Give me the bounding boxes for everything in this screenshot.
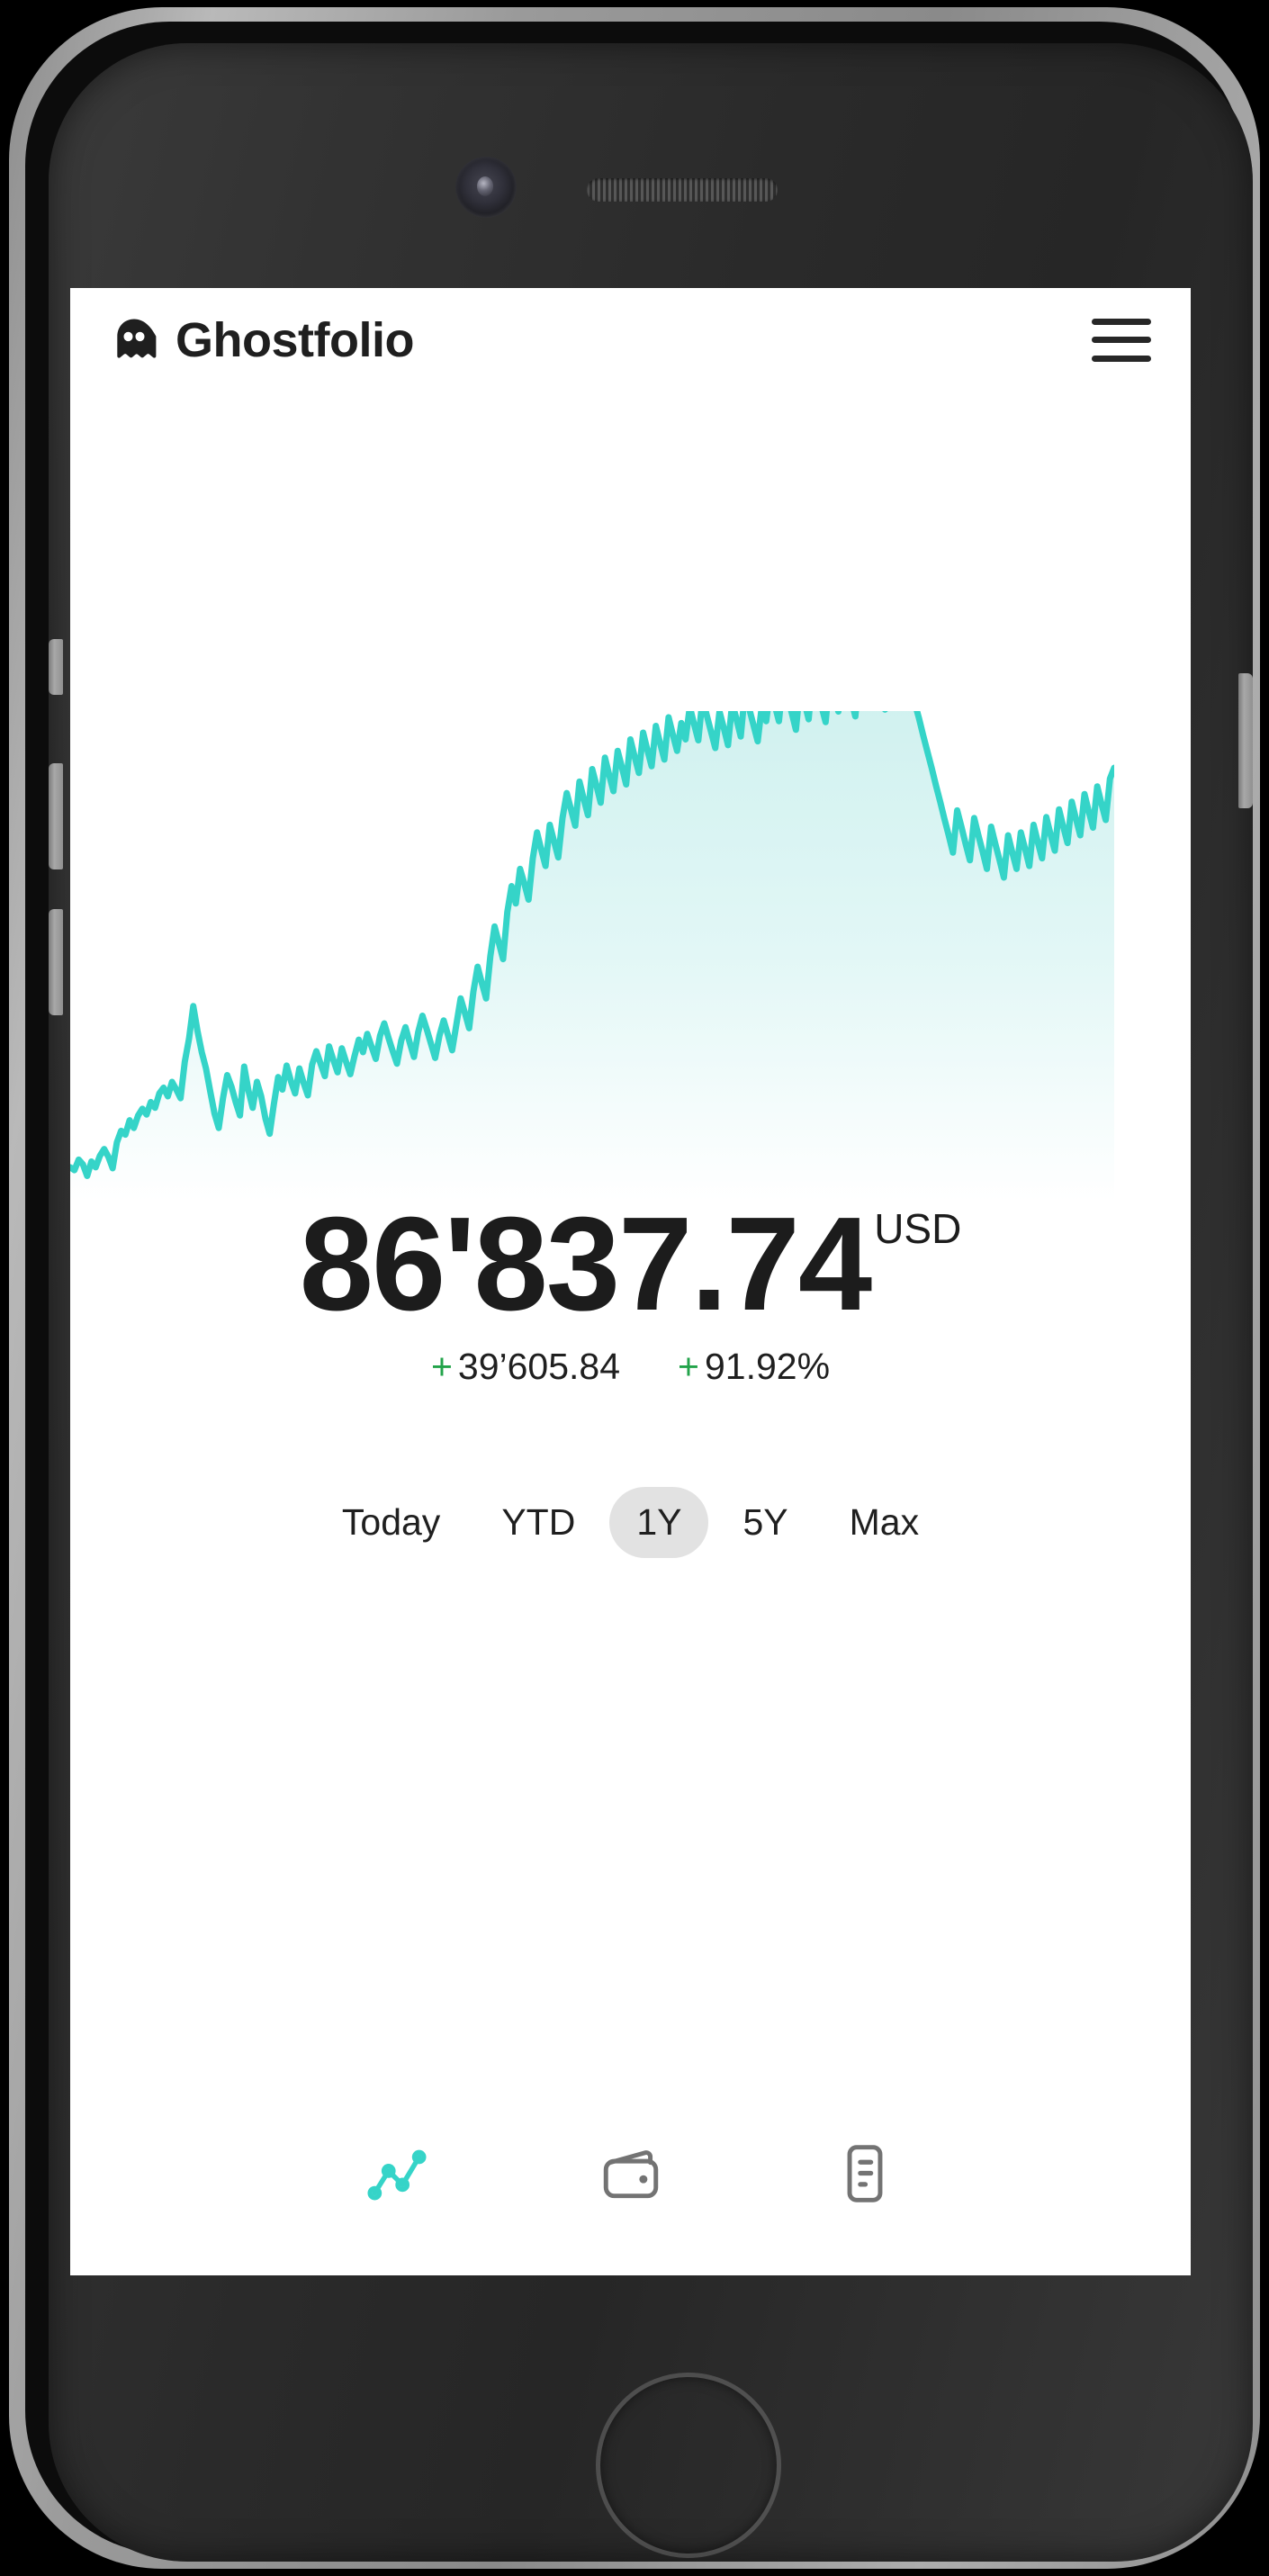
range-option-1y[interactable]: 1Y: [609, 1487, 709, 1559]
phone-screen: Ghostfolio: [70, 288, 1191, 2275]
brand-logo-link[interactable]: Ghostfolio: [111, 316, 414, 365]
nav-analysis-tab[interactable]: [347, 2124, 446, 2223]
range-option-5y[interactable]: 5Y: [716, 1487, 814, 1558]
volume-up-button[interactable]: [49, 763, 63, 869]
hamburger-menu-icon[interactable]: [1092, 318, 1151, 362]
front-camera-icon: [455, 157, 517, 218]
bottom-navigation: [70, 2099, 1191, 2275]
absolute-change-sign: +: [430, 1345, 453, 1387]
portfolio-value-amount: 86'837.74: [299, 1190, 872, 1338]
portfolio-performance-chart[interactable]: [70, 711, 1114, 1202]
ghost-icon: [111, 317, 158, 364]
home-button[interactable]: [596, 2373, 781, 2558]
range-option-ytd[interactable]: YTD: [474, 1487, 602, 1558]
portfolio-change-row: +39’605.84 +91.92%: [70, 1346, 1191, 1388]
app-header: Ghostfolio: [70, 288, 1191, 392]
absolute-change-value: 39’605.84: [457, 1345, 621, 1387]
chart-line: [70, 711, 1114, 1179]
nav-holdings-tab[interactable]: [581, 2124, 680, 2223]
power-button[interactable]: [1238, 673, 1253, 808]
date-range-selector: Today YTD 1Y 5Y Max: [70, 1487, 1191, 1559]
portfolio-value-line: 86'837.74 USD: [299, 1190, 962, 1338]
volume-down-button[interactable]: [49, 909, 63, 1015]
nav-summary-tab[interactable]: [815, 2124, 914, 2223]
hamburger-line-3: [1092, 355, 1151, 362]
portfolio-value-block: 86'837.74 USD +39’605.84 +91.92%: [70, 1190, 1191, 1388]
brand-name: Ghostfolio: [176, 312, 414, 367]
wallet-icon: [598, 2140, 664, 2207]
range-option-max[interactable]: Max: [823, 1487, 946, 1558]
range-option-today[interactable]: Today: [315, 1487, 467, 1558]
hamburger-line-1: [1092, 318, 1151, 325]
absolute-change: +39’605.84: [431, 1346, 620, 1388]
earpiece-speaker: [587, 178, 778, 202]
line-chart-icon: [364, 2140, 430, 2207]
document-icon: [832, 2140, 898, 2207]
percent-change-value: 91.92%: [704, 1345, 831, 1387]
portfolio-value-currency: USD: [874, 1205, 962, 1252]
hamburger-line-2: [1092, 337, 1151, 343]
silence-switch-button[interactable]: [49, 639, 63, 695]
percent-change-sign: +: [678, 1345, 699, 1387]
chart-area-fill: [70, 711, 1114, 1202]
percent-change: +91.92%: [678, 1346, 830, 1388]
